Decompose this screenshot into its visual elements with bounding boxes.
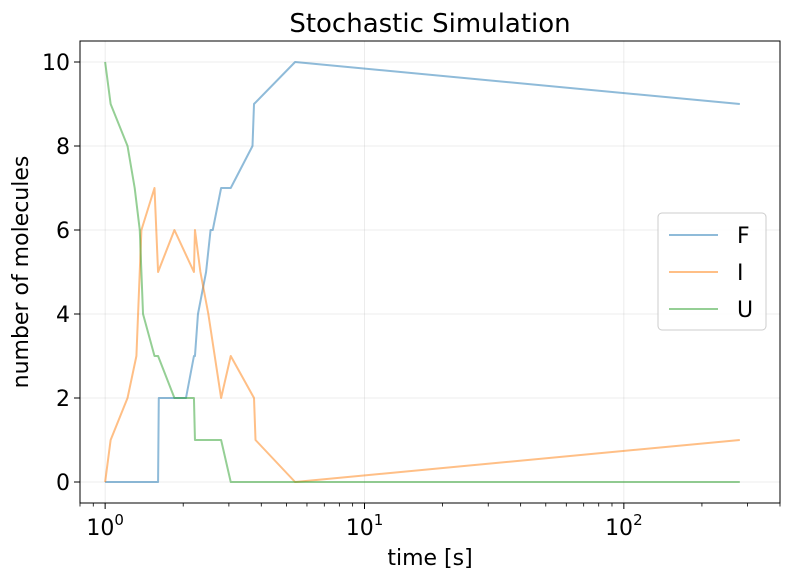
- y-tick-label: 8: [56, 135, 70, 160]
- y-tick-label: 2: [56, 387, 70, 412]
- legend: FIU: [657, 212, 767, 331]
- y-tick-label: 0: [56, 471, 70, 496]
- chart-title: Stochastic Simulation: [289, 9, 570, 39]
- series-line-I: [104, 187, 740, 483]
- legend-label-F: F: [737, 224, 750, 249]
- y-tick-label: 6: [56, 219, 70, 244]
- y-tick-label: 10: [42, 51, 70, 76]
- series-line-F: [105, 61, 740, 483]
- legend-label-U: U: [737, 298, 753, 323]
- series-layer: [104, 61, 740, 483]
- y-axis-label: number of molecules: [9, 156, 34, 389]
- legend-label-I: I: [737, 261, 744, 286]
- y-tick-label: 4: [56, 303, 70, 328]
- grid-layer: [80, 41, 780, 503]
- x-axis-label: time [s]: [387, 546, 472, 571]
- series-line-U: [104, 61, 740, 483]
- plot-frame: [79, 40, 781, 504]
